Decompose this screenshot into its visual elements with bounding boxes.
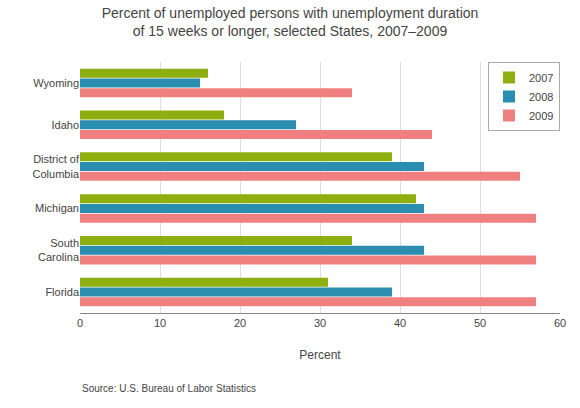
svg-text:50: 50: [474, 317, 486, 329]
svg-text:60: 60: [554, 317, 566, 329]
svg-text:Percent of unemployed persons: Percent of unemployed persons with unemp…: [102, 5, 479, 39]
svg-text:Wyoming: Wyoming: [33, 77, 79, 89]
svg-text:SouthCarolina: SouthCarolina: [38, 237, 80, 263]
svg-text:Florida: Florida: [45, 286, 80, 298]
svg-text:Michigan: Michigan: [35, 202, 79, 214]
svg-text:Source: U.S. Bureau of Labor S: Source: U.S. Bureau of Labor Statistics: [82, 383, 256, 394]
svg-text:30: 30: [314, 317, 326, 329]
svg-text:20: 20: [234, 317, 246, 329]
svg-text:10: 10: [154, 317, 166, 329]
svg-text:District ofColumbia: District ofColumbia: [33, 153, 80, 179]
svg-text:0: 0: [77, 317, 83, 329]
svg-text:2007: 2007: [529, 72, 553, 84]
svg-text:Idaho: Idaho: [51, 119, 79, 131]
svg-text:2009: 2009: [529, 110, 553, 122]
svg-text:Percent: Percent: [299, 348, 341, 362]
svg-text:40: 40: [394, 317, 406, 329]
svg-text:2008: 2008: [529, 91, 553, 103]
